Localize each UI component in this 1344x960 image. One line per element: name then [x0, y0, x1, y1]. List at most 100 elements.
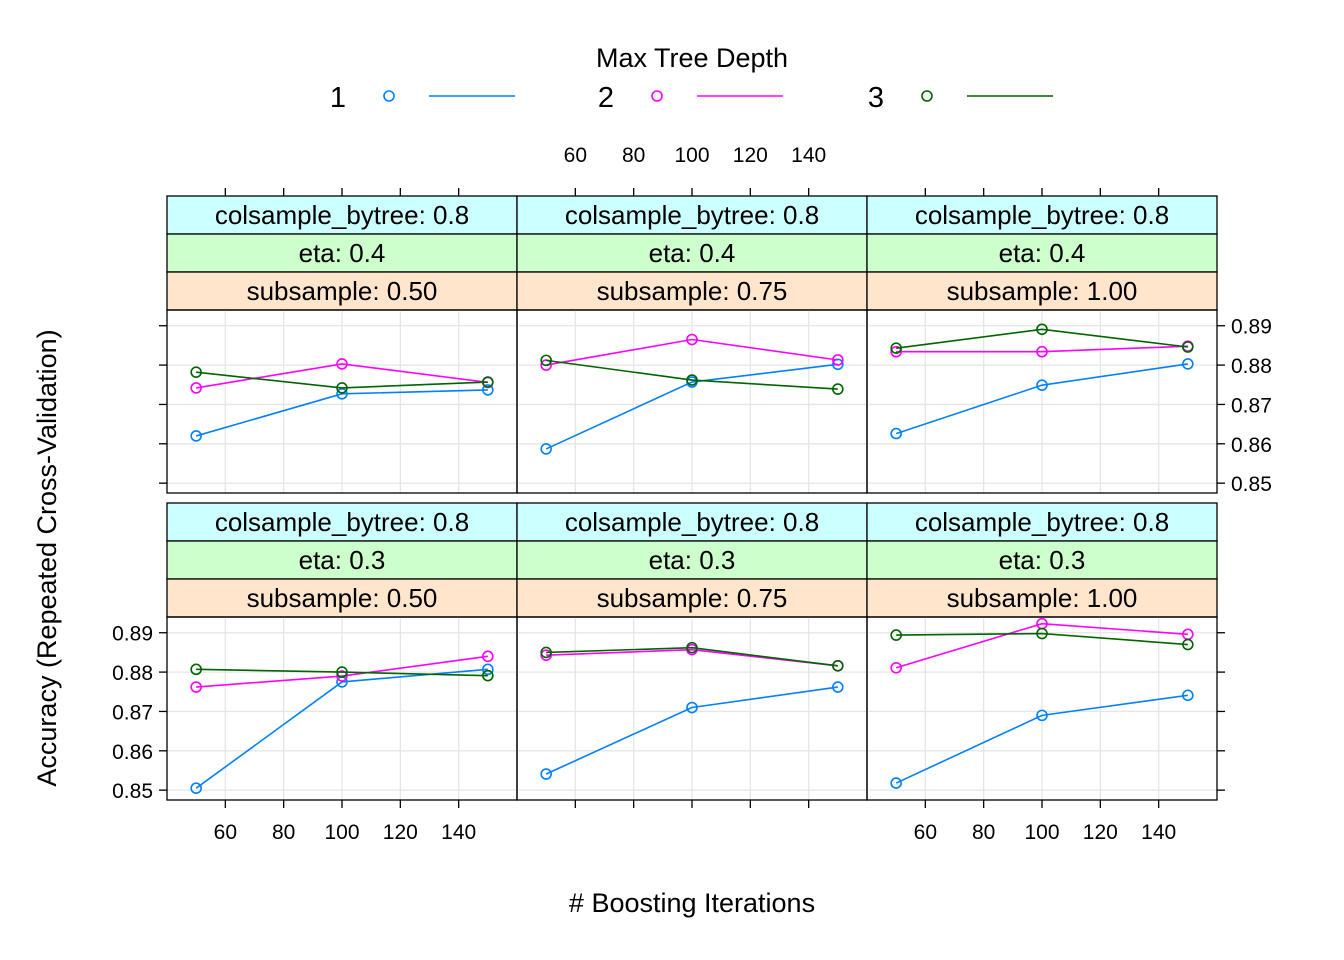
panel: colsample_bytree: 0.8 eta: 0.3 subsample: …	[516, 502, 868, 801]
data-point-3	[1036, 627, 1048, 640]
strip-label: eta: 0.3	[649, 545, 736, 575]
legend-entry-1: 1	[330, 82, 515, 114]
x-tick-label: 100	[324, 821, 359, 844]
panel: colsample_bytree: 0.8 eta: 0.4 subsample: …	[866, 195, 1218, 494]
strip-colsample-bytree	[866, 502, 1218, 542]
y-tick-label-right: 0.88	[1231, 355, 1272, 378]
data-point-1	[1182, 358, 1194, 370]
legend-label: 2	[598, 82, 614, 114]
data-point-3	[1036, 323, 1048, 336]
data-point-3	[686, 641, 698, 654]
strip-label: colsample_bytree: 0.8	[915, 507, 1169, 537]
data-point-3	[1182, 341, 1194, 353]
data-point-3	[686, 374, 698, 386]
y-tick-label-right: 0.89	[1231, 316, 1272, 339]
strip-label: colsample_bytree: 0.8	[565, 200, 819, 230]
data-point-3	[540, 354, 552, 367]
data-point-2	[336, 670, 348, 682]
data-point-1	[1036, 379, 1048, 391]
strip-eta	[866, 233, 1218, 273]
x-tick-label: 60	[914, 821, 937, 844]
series-line-3	[896, 328, 1188, 349]
strip-subsample	[166, 578, 518, 618]
x-tick-label-top: 60	[564, 144, 587, 167]
data-point-3	[190, 663, 202, 676]
data-point-3	[482, 669, 494, 682]
data-point-3	[890, 629, 902, 641]
series-line-1	[545, 363, 838, 450]
data-point-1	[686, 701, 698, 714]
data-point-1	[336, 388, 348, 400]
data-point-2	[190, 382, 202, 394]
series-line-1	[195, 668, 488, 789]
x-axis-title: # Boosting Iterations	[569, 888, 815, 918]
series-line-3	[896, 632, 1188, 646]
strip-colsample-bytree	[166, 195, 518, 235]
strip-label: colsample_bytree: 0.8	[915, 200, 1169, 230]
x-tick-label-top: 80	[622, 144, 645, 167]
strip-label: eta: 0.3	[299, 545, 386, 575]
data-point-1	[832, 681, 844, 693]
panels: colsample_bytree: 0.8 eta: 0.3 subsample: …	[166, 195, 1218, 801]
x-tick-label: 120	[383, 821, 418, 844]
y-tick-label-right: 0.85	[1231, 473, 1272, 496]
strip-label: eta: 0.4	[999, 238, 1086, 268]
strip-label: colsample_bytree: 0.8	[215, 507, 469, 537]
strip-subsample	[866, 271, 1218, 311]
data-point-1	[190, 782, 202, 794]
strip-label: eta: 0.3	[999, 545, 1086, 575]
panel: colsample_bytree: 0.8 eta: 0.3 subsample: …	[166, 502, 518, 801]
x-tick-label: 140	[441, 821, 476, 844]
data-point-2	[1036, 345, 1048, 358]
series-line-2	[196, 363, 488, 389]
data-point-2	[482, 650, 494, 663]
plot-border	[866, 309, 1218, 494]
data-point-1	[540, 768, 552, 780]
series-line-2	[196, 655, 488, 688]
strip-label: subsample: 0.75	[597, 276, 788, 306]
series-line-3	[196, 668, 488, 677]
data-point-3	[190, 366, 202, 378]
data-point-1	[190, 430, 202, 442]
data-point-3	[890, 342, 902, 354]
strip-subsample	[866, 578, 1218, 618]
series-line-1	[545, 686, 838, 775]
strip-colsample-bytree	[866, 195, 1218, 235]
data-point-1	[540, 443, 552, 455]
strip-label: subsample: 0.50	[247, 276, 438, 306]
panel: colsample_bytree: 0.8 eta: 0.3 subsample: …	[866, 502, 1218, 801]
strip-label: subsample: 0.75	[597, 583, 788, 613]
data-point-3	[482, 376, 494, 388]
data-point-3	[1182, 638, 1194, 651]
data-point-3	[336, 666, 348, 678]
data-point-1	[1036, 709, 1048, 722]
data-point-2	[890, 661, 902, 674]
series-line-2	[896, 345, 1188, 353]
y-tick-label-left: 0.88	[112, 662, 153, 685]
legend-entry-3: 3	[868, 82, 1053, 114]
legend-label: 3	[868, 82, 884, 114]
data-point-3	[832, 659, 844, 672]
series-line-2	[895, 622, 1188, 669]
y-tick-label-right: 0.86	[1231, 434, 1272, 457]
y-tick-label-left: 0.87	[112, 701, 153, 724]
x-tick-label: 80	[272, 821, 295, 844]
legend-marker-3	[921, 90, 933, 102]
legend-label: 1	[330, 82, 346, 114]
series-line-2	[546, 338, 838, 366]
x-tick-label-top: 100	[674, 144, 709, 167]
axes: 60 80 100 120 140 60 80 100 120 140 60 80 100 120 140 0…	[112, 144, 1272, 844]
y-axis-title: Accuracy (Repeated Cross-Validation)	[32, 329, 62, 786]
data-point-1	[1182, 689, 1194, 702]
strip-label: eta: 0.4	[649, 238, 736, 268]
y-tick-label-left: 0.89	[112, 623, 153, 646]
data-point-3	[336, 382, 348, 394]
data-point-2	[540, 359, 552, 371]
series-line-3	[546, 646, 838, 667]
x-tick-label-top: 140	[791, 144, 826, 167]
series-line-3	[196, 371, 488, 389]
data-point-1	[890, 777, 902, 789]
strip-eta	[516, 233, 868, 273]
data-point-3	[832, 383, 844, 395]
